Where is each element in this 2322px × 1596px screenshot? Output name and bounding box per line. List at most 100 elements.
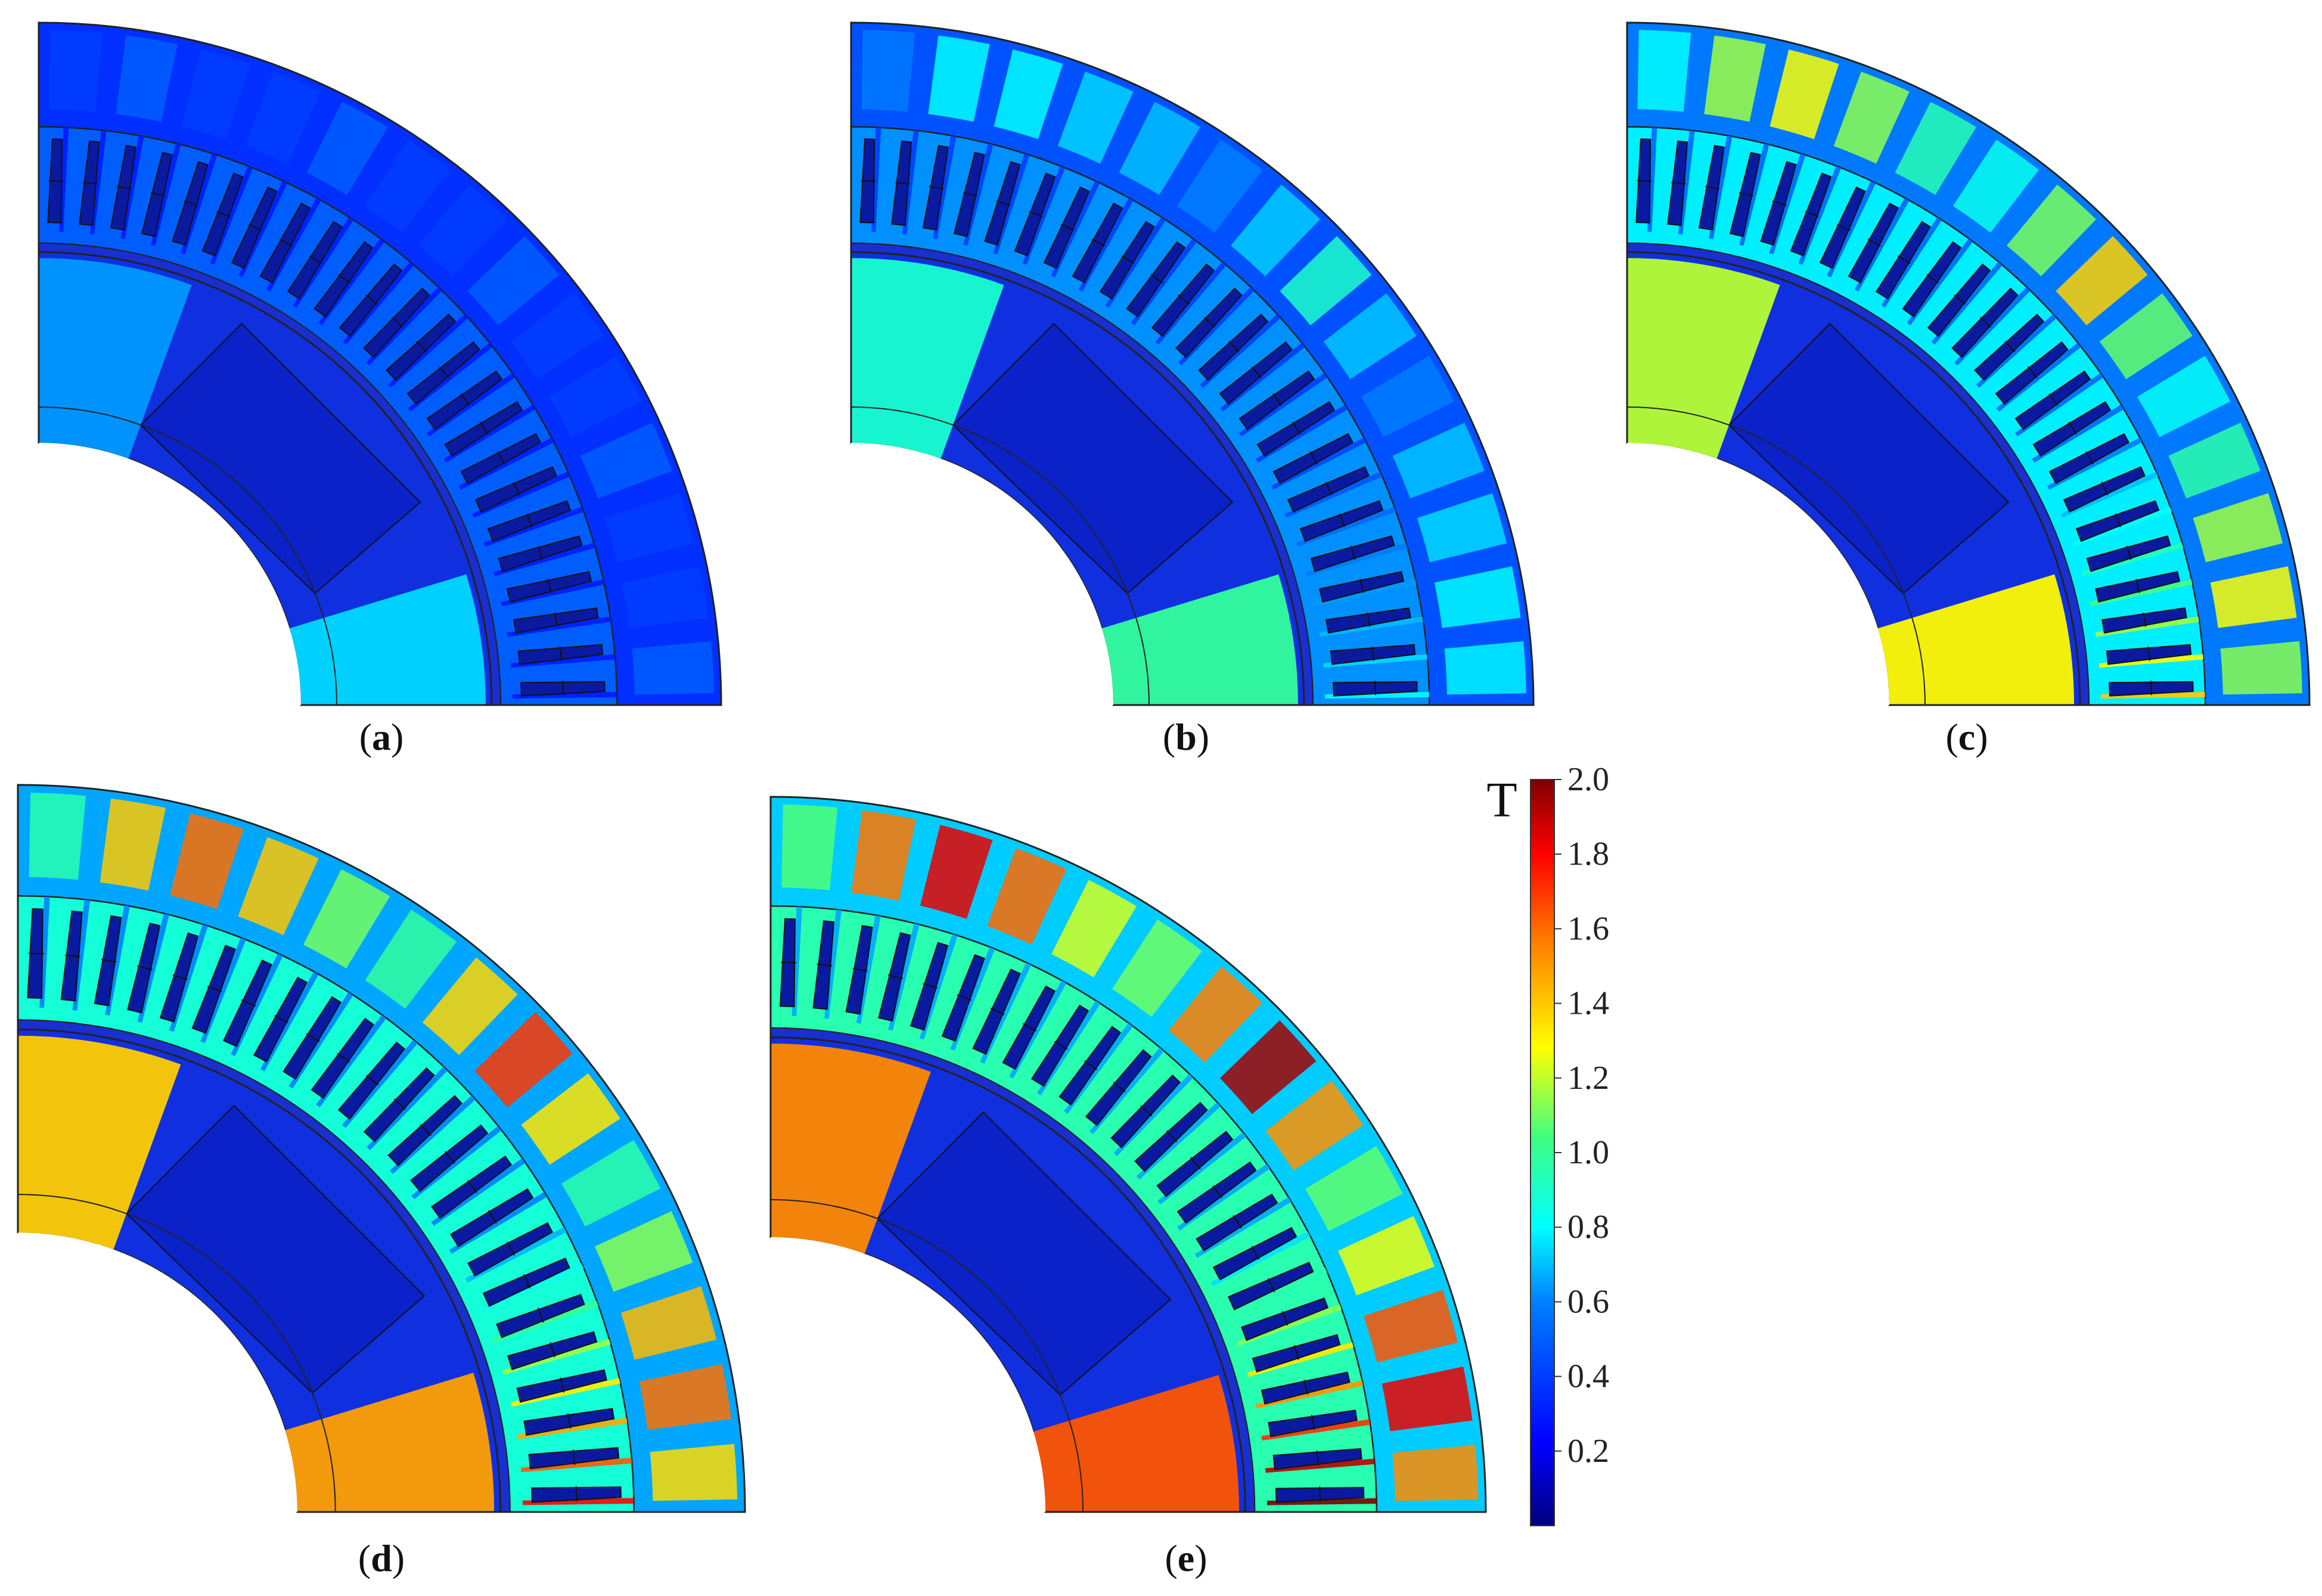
slot-divider: [274, 1015, 288, 1024]
panel-c: [1626, 21, 2311, 706]
stator-tooth: [1881, 217, 1942, 308]
rotor-side-lower: [1033, 1375, 1240, 1512]
stator-tooth: [1296, 507, 1396, 547]
slot-divider: [2147, 646, 2150, 661]
yoke-region: [1305, 1145, 1403, 1231]
slot-divider: [1359, 579, 1364, 594]
yoke-region: [928, 35, 990, 122]
slot-divider: [817, 964, 833, 967]
yoke-region: [1361, 356, 1455, 437]
rotor-side-lower: [1101, 574, 1298, 705]
slot-divider: [1867, 238, 1881, 247]
stator-tooth: [1064, 1023, 1133, 1114]
yoke-region: [1168, 966, 1262, 1063]
slot-divider: [781, 961, 796, 964]
colorbar-tick-label: 1.0: [1567, 1134, 1609, 1171]
yoke-region: [2220, 641, 2302, 695]
slot-divider: [1228, 340, 1240, 353]
shaft-bore: [18, 1232, 297, 1512]
stator-slot: [311, 1017, 374, 1099]
slot-divider: [1251, 1246, 1260, 1260]
stator-tooth: [2047, 437, 2143, 490]
slot-divider: [547, 579, 552, 594]
yoke-region: [1364, 1290, 1458, 1362]
rotor-pole: [1728, 322, 2010, 595]
shaft-bore: [851, 443, 1113, 705]
slot-divider: [1979, 316, 1992, 328]
colorbar-tick-label: 1.2: [1567, 1060, 1609, 1097]
slot-divider: [1190, 1157, 1201, 1170]
slot-divider: [923, 983, 938, 989]
slot-divider: [1272, 393, 1283, 406]
slot-divider: [1339, 513, 1345, 527]
yoke-region: [29, 792, 86, 880]
stator-slot: [431, 1156, 513, 1219]
rotor-pole: [125, 1104, 426, 1394]
stator-slot: [2063, 466, 2146, 513]
slot-divider: [439, 366, 449, 378]
yoke-region: [1051, 880, 1137, 978]
slot-divider: [444, 1151, 455, 1164]
stator-tooth: [1177, 1164, 1270, 1231]
colorbar: T 0.2 0.4 0.6 0.8 1.0 1.2 1.4 1.6 1.8 2.0: [1486, 761, 1609, 1526]
stator-tooth: [449, 1192, 547, 1254]
slot-divider: [150, 192, 165, 197]
stator-slot: [386, 313, 457, 381]
yoke-region: [561, 1139, 661, 1227]
slot-divider: [1325, 482, 1333, 496]
rotor-side-upper: [1627, 258, 1780, 459]
stator-tooth: [502, 1339, 611, 1375]
stator-slot: [467, 1222, 554, 1277]
stator-tooth: [343, 262, 414, 345]
yoke-region: [1323, 293, 1417, 380]
yoke-region: [1280, 235, 1372, 325]
slot-divider: [248, 223, 262, 231]
slot-divider: [1292, 421, 1301, 435]
yoke-region: [1265, 1080, 1364, 1171]
slot-divider: [1203, 316, 1216, 328]
slot-divider: [537, 1308, 544, 1323]
slot-divider: [1371, 646, 1374, 661]
slot-divider: [513, 482, 520, 496]
slot-divider: [1772, 200, 1787, 206]
slot-divider: [2143, 612, 2147, 627]
stator-tooth: [1996, 343, 2081, 412]
stator-slot: [1974, 313, 2045, 381]
slot-divider: [1054, 1041, 1068, 1050]
rotor-pole: [952, 322, 1234, 595]
colorbar-tick-label: 0.6: [1567, 1283, 1609, 1320]
stator-slot: [287, 221, 343, 300]
yoke-region: [422, 957, 518, 1055]
stator-tooth: [1907, 238, 1973, 325]
yoke-region: [116, 35, 178, 122]
slot-divider: [526, 513, 533, 527]
yoke-region: [1112, 919, 1203, 1017]
stator-slot: [426, 370, 503, 430]
yoke-region: [245, 72, 321, 164]
stator-slot: [2032, 401, 2112, 457]
yoke-region: [650, 1443, 738, 1501]
stator-tooth: [1194, 1197, 1292, 1258]
stator-tooth: [316, 1014, 387, 1108]
yoke-region: [1417, 493, 1507, 563]
slot-divider: [2135, 579, 2140, 594]
yoke-region: [1338, 1216, 1435, 1296]
slot-divider: [101, 958, 117, 963]
stator-slot: [339, 263, 403, 337]
stator-tooth: [293, 217, 353, 308]
slot-divider: [887, 974, 903, 979]
stator-slot: [1099, 221, 1155, 300]
stator-slot: [474, 466, 557, 513]
stator-slot: [1228, 1262, 1314, 1311]
stator-tooth: [492, 1300, 599, 1343]
slot-divider: [1954, 294, 1966, 305]
colorbar-unit: T: [1486, 772, 1517, 828]
stator-slot: [1951, 287, 2019, 358]
yoke-region: [365, 909, 457, 1009]
slot-divider: [1671, 182, 1686, 185]
yoke-region: [418, 184, 508, 277]
yoke-region: [2168, 423, 2261, 499]
yoke-region: [1119, 101, 1200, 195]
slot-divider: [479, 421, 489, 435]
panel-a: [38, 21, 722, 706]
